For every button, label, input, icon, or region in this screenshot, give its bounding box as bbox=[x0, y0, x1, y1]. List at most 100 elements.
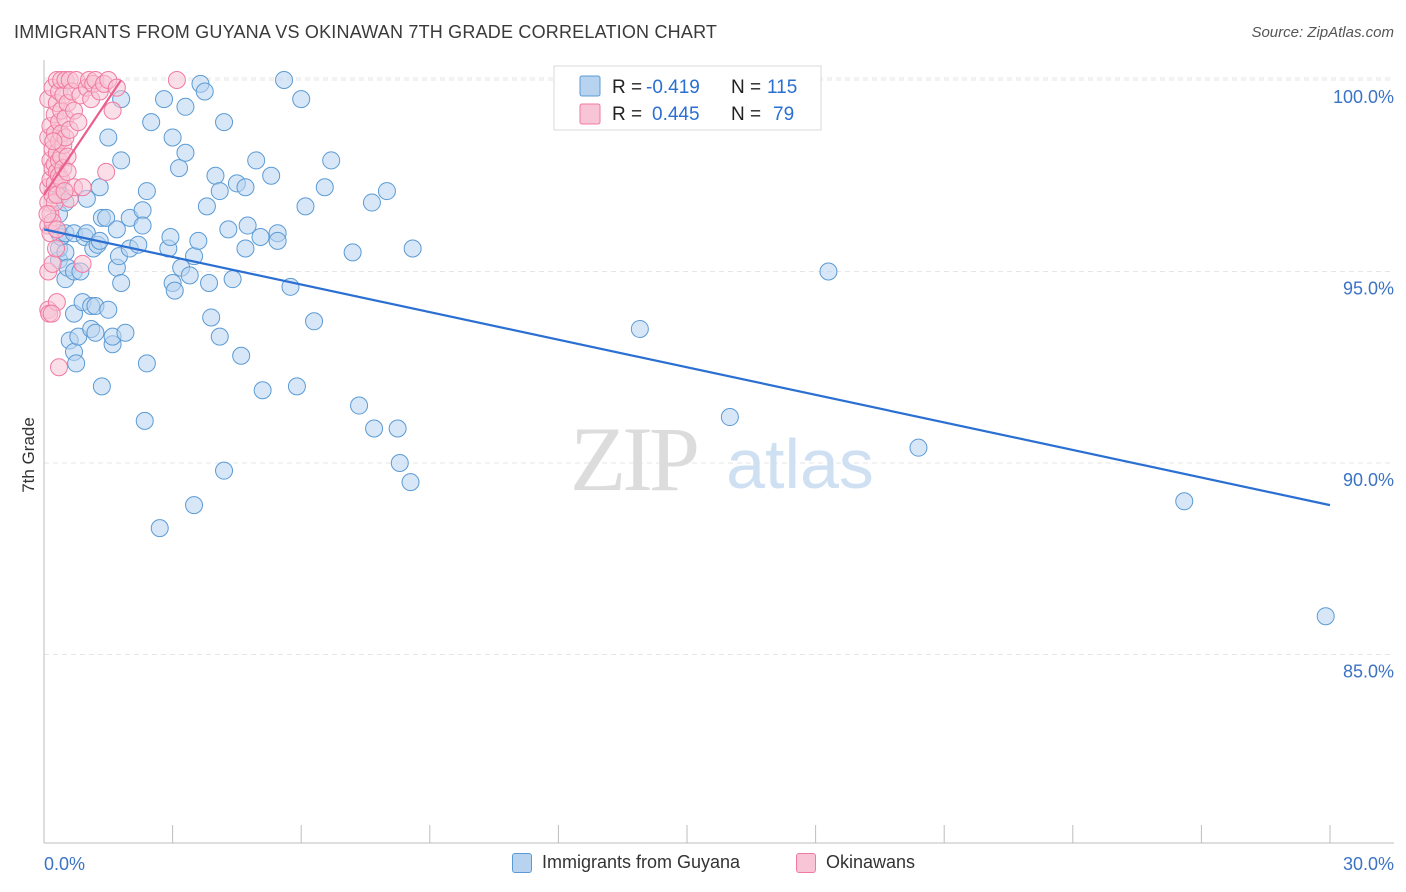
guyana-point bbox=[176, 97, 195, 116]
guyana-point bbox=[112, 151, 131, 170]
guyana-point bbox=[305, 312, 324, 331]
guyana-point bbox=[315, 178, 334, 197]
chart-title: IMMIGRANTS FROM GUYANA VS OKINAWAN 7TH G… bbox=[14, 22, 718, 42]
okinawan-point bbox=[47, 239, 66, 258]
guyana-point bbox=[195, 82, 214, 101]
guyana-point bbox=[97, 208, 116, 227]
guyana-point bbox=[180, 266, 199, 285]
guyana-point bbox=[206, 166, 225, 185]
guyana-point bbox=[275, 71, 294, 89]
okinawan-point bbox=[69, 113, 88, 132]
guyana-point bbox=[185, 496, 204, 515]
guyana-point bbox=[197, 197, 216, 216]
legend-item-guyana[interactable]: Immigrants from Guyana bbox=[512, 852, 740, 873]
okinawan-point bbox=[73, 178, 92, 197]
stats-n-label-blue: N = bbox=[731, 77, 761, 98]
guyana-point bbox=[388, 419, 407, 438]
guyana-trend-line bbox=[43, 228, 1331, 507]
guyana-point bbox=[202, 308, 221, 327]
guyana-point bbox=[67, 354, 86, 373]
guyana-point bbox=[296, 197, 315, 216]
stats-box: R = -0.419 N = 115 R = 0.445 N = 79 bbox=[553, 65, 822, 131]
stats-r-value-pink: 0.445 bbox=[652, 104, 700, 125]
okinawan-point bbox=[73, 254, 92, 273]
grid-lines bbox=[44, 77, 1394, 655]
guyana-point bbox=[322, 151, 341, 170]
guyana-point bbox=[343, 243, 362, 262]
guyana-point bbox=[292, 90, 311, 109]
guyana-point bbox=[909, 438, 928, 457]
okinawan-point bbox=[55, 182, 74, 201]
guyana-point bbox=[161, 228, 180, 247]
guyana-point bbox=[176, 143, 195, 162]
y-tick-label: 90.0% bbox=[1343, 470, 1394, 490]
guyana-point bbox=[819, 262, 838, 281]
stats-n-label-pink: N = bbox=[731, 104, 761, 125]
guyana-point bbox=[133, 201, 152, 220]
guyana-point bbox=[390, 454, 409, 472]
guyana-point bbox=[268, 231, 287, 250]
guyana-point bbox=[365, 419, 384, 438]
guyana-point bbox=[90, 178, 109, 197]
watermark-atlas: atlas bbox=[726, 425, 874, 503]
stats-r-value-blue: -0.419 bbox=[646, 77, 700, 98]
guyana-point bbox=[251, 228, 270, 247]
stats-n-value-blue: 115 bbox=[767, 77, 797, 98]
guyana-point bbox=[99, 128, 118, 147]
okinawan-trend-line bbox=[43, 79, 123, 196]
data-points bbox=[38, 71, 1335, 626]
guyana-point bbox=[150, 519, 169, 538]
okinawan-point bbox=[103, 101, 122, 120]
guyana-point bbox=[189, 231, 208, 250]
trend-lines bbox=[43, 79, 1331, 507]
stats-r-label-blue: R = bbox=[612, 77, 642, 98]
guyana-point bbox=[165, 281, 184, 300]
guyana-point bbox=[155, 90, 174, 109]
guyana-point bbox=[107, 220, 126, 239]
guyana-point bbox=[1175, 492, 1194, 511]
okinawan-point bbox=[58, 162, 77, 181]
guyana-point bbox=[401, 473, 420, 492]
y-tick-label: 95.0% bbox=[1343, 279, 1394, 299]
guyana-point bbox=[219, 220, 238, 239]
guyana-point bbox=[287, 377, 306, 396]
guyana-point bbox=[350, 396, 369, 415]
guyana-point bbox=[170, 159, 189, 178]
guyana-point bbox=[1316, 607, 1335, 626]
stats-n-value-pink: 79 bbox=[773, 104, 794, 125]
okinawan-point bbox=[44, 132, 63, 151]
legend-label-guyana: Immigrants from Guyana bbox=[542, 852, 741, 872]
guyana-point bbox=[137, 354, 156, 373]
watermark: ZIP atlas bbox=[570, 408, 874, 510]
stats-r-label-pink: R = bbox=[612, 104, 642, 125]
guyana-point bbox=[200, 273, 219, 292]
guyana-point bbox=[630, 319, 649, 338]
legend-item-okinawans[interactable]: Okinawans bbox=[796, 852, 915, 873]
guyana-point bbox=[163, 128, 182, 147]
guyana-point bbox=[210, 327, 229, 346]
guyana-point bbox=[210, 182, 229, 201]
guyana-point bbox=[112, 273, 131, 292]
guyana-point bbox=[236, 239, 255, 258]
okinawan-point bbox=[43, 254, 62, 273]
guyana-point bbox=[232, 346, 251, 365]
y-axis-label: 7th Grade bbox=[19, 417, 38, 493]
stats-swatch-blue bbox=[579, 75, 601, 97]
okinawan-point bbox=[97, 162, 116, 181]
y-tick-label: 85.0% bbox=[1343, 662, 1394, 682]
legend-swatch-pink bbox=[796, 852, 816, 873]
source-credit: Source: ZipAtlas.com bbox=[1251, 24, 1394, 41]
okinawan-point bbox=[42, 304, 61, 323]
guyana-point bbox=[99, 300, 118, 319]
okinawan-point bbox=[38, 205, 57, 224]
guyana-point bbox=[223, 270, 242, 289]
x-tick-label: 30.0% bbox=[1343, 854, 1394, 874]
guyana-point bbox=[236, 178, 255, 197]
axes: 100.0% 95.0% 90.0% 85.0% 0.0% 30.0% bbox=[43, 60, 1394, 874]
guyana-point bbox=[137, 182, 156, 201]
guyana-point bbox=[86, 323, 105, 342]
y-tick-label: 100.0% bbox=[1333, 87, 1394, 107]
okinawan-point bbox=[167, 71, 186, 89]
okinawan-point bbox=[47, 220, 66, 239]
